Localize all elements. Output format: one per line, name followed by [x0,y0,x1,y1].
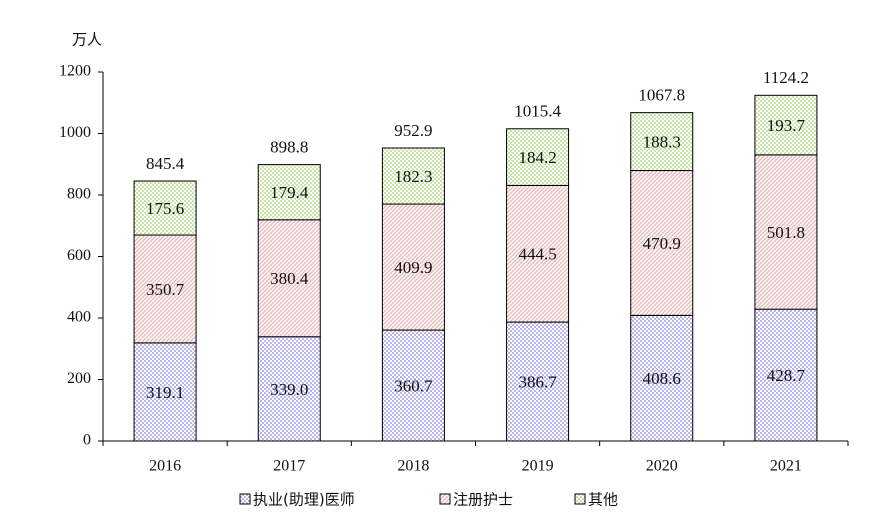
legend-label: 其他 [588,491,618,509]
data-label: 319.1 [146,383,184,402]
data-label: 409.9 [394,258,432,277]
data-label: 193.7 [767,116,806,135]
x-tick-label: 2018 [397,458,429,475]
x-tick-label: 2019 [522,458,554,475]
bar-segment [630,170,694,316]
bar-segment [381,147,445,205]
data-label: 184.2 [518,148,556,167]
data-label: 360.7 [394,376,433,395]
legend-item: 其他 [574,491,618,509]
bar-segment [133,180,197,236]
bar-segment [257,219,321,338]
legend-swatch [439,493,451,505]
data-label: 386.7 [518,372,557,391]
bar-segment [630,314,694,442]
data-label: 179.4 [270,183,309,202]
legend-swatch [574,493,586,505]
unit-label: 万人 [72,31,102,49]
legend-label: 执业(助理)医师 [253,491,355,509]
data-label: 380.4 [270,269,309,288]
bar-segment [630,112,694,172]
y-tick-label: 1000 [59,124,91,141]
bar-segment [381,203,445,331]
total-label: 1067.8 [638,86,685,105]
data-label: 444.5 [518,245,556,264]
x-tick-label: 2016 [149,458,181,475]
bar-segment [257,164,321,221]
y-tick-label: 200 [67,370,91,387]
bar-segment [257,336,321,442]
total-label: 952.9 [394,121,432,140]
data-label: 470.9 [643,234,681,253]
x-tick-label: 2021 [770,458,802,475]
x-tick-label: 2020 [646,458,678,475]
legend-label: 注册护士 [453,491,513,509]
total-label: 898.8 [270,138,308,157]
total-label: 845.4 [146,154,185,173]
bar-segment [754,308,818,442]
data-label: 339.0 [270,380,308,399]
bar-segment [506,321,570,442]
bar-segment [133,342,197,442]
total-label: 1124.2 [763,68,809,87]
legend-item: 注册护士 [439,491,513,509]
data-label: 501.8 [767,223,805,242]
y-tick-label: 400 [67,309,91,326]
bar-segment [133,234,197,344]
y-tick-label: 1200 [59,63,91,80]
bar-segment [754,94,818,156]
bar-segment [506,128,570,186]
legend-swatch [239,493,251,505]
x-tick-label: 2017 [273,458,305,475]
data-label: 428.7 [767,366,806,385]
data-label: 408.6 [643,369,681,388]
bar-segment [754,154,818,310]
total-label: 1015.4 [514,102,561,121]
data-label: 182.3 [394,167,432,186]
y-tick-label: 800 [67,186,91,203]
legend-item: 执业(助理)医师 [239,491,355,509]
data-label: 175.6 [146,199,184,218]
y-tick-label: 0 [83,432,91,449]
data-label: 188.3 [643,133,681,152]
bar-segment [506,184,570,323]
data-label: 350.7 [146,280,185,299]
y-tick-label: 600 [67,247,91,264]
